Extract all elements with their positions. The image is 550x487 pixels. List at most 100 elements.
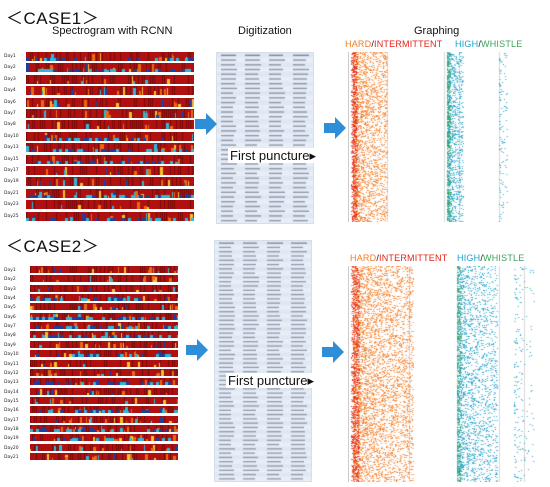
legend-slash: /: [376, 253, 380, 263]
spectrogram-strip: [26, 120, 194, 130]
spectrogram-strip: [26, 97, 194, 107]
spectrogram-strip: [30, 396, 178, 404]
spectrogram-strip: [26, 211, 194, 221]
day-label: Day13: [4, 380, 19, 386]
legend-high: HIGH: [457, 253, 481, 263]
spectrogram-strip: [30, 368, 178, 376]
spectrogram-strip: [30, 275, 178, 283]
spectrogram-strip: [30, 266, 178, 273]
case2-graph-panel: [348, 266, 545, 482]
day-label: Day2: [4, 65, 16, 71]
day-label: Day4: [4, 88, 16, 94]
case1-title: ＜CASE1＞: [6, 9, 100, 28]
day-label: Day2: [4, 277, 16, 283]
day-label: Day18: [4, 426, 19, 432]
day-label: Day15: [4, 156, 19, 162]
spectrogram-strip: [26, 52, 194, 61]
spectrogram-strip: [30, 378, 178, 386]
spectrogram-strip: [26, 177, 194, 187]
day-label: Day19: [4, 436, 19, 442]
legend-slash: /: [480, 253, 484, 263]
spectrogram-strip: [26, 63, 194, 73]
spectrogram-strip: [30, 453, 178, 460]
day-label: Day5: [4, 305, 16, 311]
case1-legend-high-whistle: HIGH/WHISTLE: [455, 39, 522, 49]
scatter-texture: [349, 266, 545, 482]
day-label: Day6: [4, 99, 16, 105]
spectrogram-strip: [26, 86, 194, 96]
case1-arrow-to-graphing: [324, 117, 346, 139]
legend-intermittent: INTERMITTENT: [374, 39, 443, 49]
day-label: Day17: [4, 168, 19, 173]
digitization-column-title: Digitization: [238, 25, 292, 37]
spectrogram-strip: [30, 406, 178, 414]
legend-slash: /: [478, 39, 482, 49]
day-label: Day25: [4, 213, 19, 219]
spectrogram-strip: [30, 312, 178, 320]
spectrogram-strip: [30, 294, 178, 302]
day-label: Day4: [4, 296, 16, 302]
day-label: Day6: [4, 314, 16, 320]
case2-digitization-table: [214, 240, 312, 482]
day-label: Day17: [4, 417, 19, 423]
legend-hard: HARD: [350, 253, 377, 263]
spectrogram-strip: [26, 166, 194, 175]
day-label: Day10: [4, 352, 19, 358]
spectrogram-strip: [30, 340, 178, 348]
day-label: Day13: [4, 145, 19, 151]
day-label: Day12: [4, 370, 19, 376]
spectrogram-strip: [30, 350, 178, 358]
day-label: Day1: [4, 54, 16, 59]
legend-intermittent: INTERMITTENT: [379, 253, 448, 263]
case1-arrow-to-digitization: [195, 113, 217, 135]
spectrogram-strip: [26, 143, 194, 153]
spectrogram-strip: [26, 188, 194, 198]
spectrogram-strip: [30, 387, 178, 395]
day-label: Day19: [4, 179, 19, 185]
spectrogram-strip: [30, 424, 178, 432]
case1-graph-panel: [348, 52, 539, 222]
spectrogram-strip: [30, 434, 178, 442]
day-label: Day9: [4, 342, 16, 348]
spectrogram-strip: [30, 443, 178, 451]
table-cells: [215, 241, 311, 481]
case1-first-puncture-label: First puncture▸: [228, 148, 318, 163]
day-label: Day10: [4, 133, 19, 139]
day-label: Day8: [4, 333, 16, 339]
spectrogram-strip: [26, 74, 194, 84]
table-cells: [217, 53, 313, 223]
legend-slash: /: [371, 39, 375, 49]
day-label: Day23: [4, 202, 19, 208]
case2-first-puncture-label: First puncture▸: [226, 373, 316, 388]
day-label: Day14: [4, 389, 19, 395]
spectrogram-strip: [26, 131, 194, 141]
spectrogram-strip: [30, 303, 178, 311]
legend-high: HIGH: [455, 39, 479, 49]
day-label: Day8: [4, 122, 16, 128]
case1-digitization-table: [216, 52, 314, 224]
spectrogram-strip: [30, 359, 178, 367]
case2-title: ＜CASE2＞: [6, 237, 100, 256]
case1-legend-hard-intermittent: HARD/INTERMITTENT: [345, 39, 442, 49]
spectrogram-strip: [30, 284, 178, 292]
case2-legend-hard-intermittent: HARD/INTERMITTENT: [350, 253, 447, 263]
day-label: Day21: [4, 455, 19, 460]
spectrogram-strip: [30, 331, 178, 339]
case2-legend-high-whistle: HIGH/WHISTLE: [457, 253, 524, 263]
day-label: Day7: [4, 324, 16, 330]
spectrogram-strip: [26, 200, 194, 210]
graphing-column-title: Graphing: [414, 25, 460, 37]
legend-whistle: WHISTLE: [483, 253, 525, 263]
day-label: Day21: [4, 190, 19, 196]
day-label: Day3: [4, 286, 16, 292]
spectrogram-column-title: Spectrogram with RCNN: [52, 25, 173, 37]
spectrogram-strip: [26, 154, 194, 164]
case1-spectrogram-panel: Day1 Day2 Day3 Day4 Day6 Day7 Day8 Day10 Day13 Da…: [4, 52, 196, 222]
legend-hard: HARD: [345, 39, 372, 49]
spectrogram-strip: [30, 322, 178, 330]
case2-arrow-to-digitization: [186, 339, 208, 361]
case2-arrow-to-graphing: [322, 341, 344, 363]
spectrogram-strip: [26, 109, 194, 118]
scatter-texture: [349, 52, 539, 222]
spectrogram-strip: [30, 415, 178, 423]
